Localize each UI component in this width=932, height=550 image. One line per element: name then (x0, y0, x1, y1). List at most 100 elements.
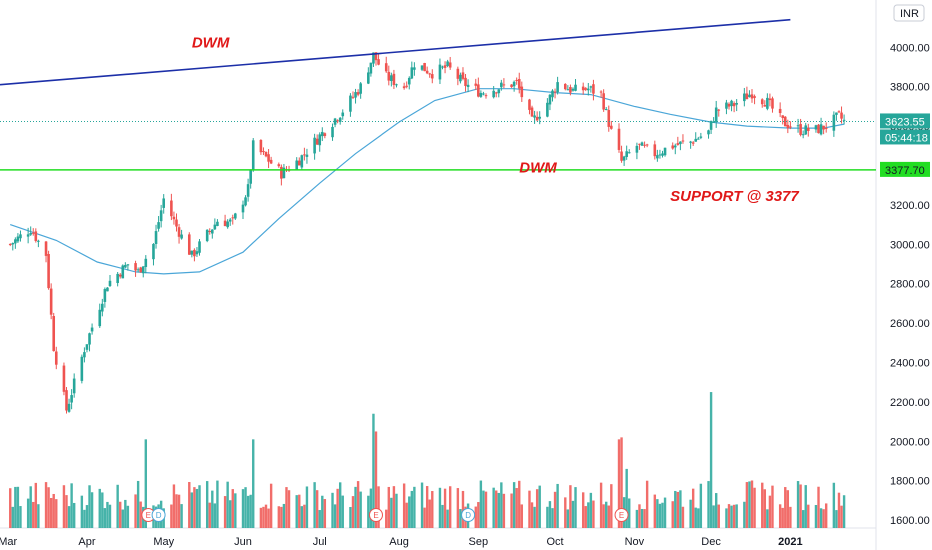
candle-body (108, 280, 112, 286)
resistance-trendline (0, 18, 791, 86)
candle-body (395, 84, 398, 86)
volume-bar (589, 492, 593, 528)
volume-bar (681, 506, 685, 528)
volume-bar (520, 504, 524, 528)
candle (569, 84, 572, 96)
countdown-tag (880, 129, 930, 145)
event-marker[interactable]: D (461, 508, 476, 522)
candle-body (413, 67, 416, 70)
volume-bar (211, 490, 214, 528)
candle (801, 130, 805, 139)
candle (587, 83, 590, 96)
candle-body (213, 224, 217, 230)
candle (269, 156, 273, 165)
currency-label: INR (900, 8, 919, 20)
volume-bar (602, 504, 605, 528)
candle (510, 84, 513, 88)
volume-bar (548, 501, 552, 528)
volume-bar (461, 490, 465, 528)
candle-body (29, 233, 32, 235)
candle (295, 157, 299, 171)
candle (103, 287, 107, 308)
candle-body (694, 138, 698, 142)
candle (390, 72, 393, 87)
candle (413, 62, 416, 76)
candle-body (246, 184, 250, 197)
candle-body (689, 141, 692, 143)
candle (405, 81, 409, 89)
volume-bar (832, 482, 836, 528)
candle-body (226, 221, 229, 228)
candle-body (162, 198, 166, 208)
volume-bar (699, 483, 703, 528)
candle-body (320, 131, 324, 137)
candle (90, 323, 94, 335)
candle (515, 77, 518, 85)
candle-body (54, 351, 58, 365)
candle (118, 273, 122, 279)
event-marker[interactable]: D (151, 508, 166, 522)
candle (443, 61, 447, 74)
candle-body (280, 166, 283, 179)
candle-body (103, 289, 107, 302)
event-marker[interactable]: E (614, 508, 629, 522)
candle-body (494, 92, 498, 94)
volume-bar (492, 487, 495, 528)
candle-body (216, 221, 219, 226)
volume-bar (331, 492, 334, 528)
currency-badge[interactable]: INR (893, 4, 925, 22)
candle-body (679, 141, 682, 145)
candle-body (635, 145, 639, 153)
candle-body (581, 86, 585, 91)
candle (85, 344, 89, 353)
volume-bar (213, 503, 217, 528)
candle (589, 85, 593, 93)
moving-average-line (10, 88, 845, 275)
candle (778, 102, 782, 118)
candle (177, 223, 181, 244)
candle (599, 90, 603, 98)
time-tick-label: Apr (78, 536, 95, 548)
support-price-value: 3377.70 (885, 165, 925, 177)
candle (766, 93, 769, 111)
candle (29, 226, 32, 236)
candle (717, 108, 721, 117)
volume-bar (295, 495, 298, 528)
time-tick-label: May (153, 536, 174, 548)
candle-body (671, 145, 675, 149)
volume-bar (323, 499, 327, 528)
volume-bar (574, 487, 577, 528)
candle (157, 216, 160, 232)
candle-body (607, 110, 611, 127)
candle (679, 141, 682, 151)
volume-bar (676, 491, 680, 528)
candle (8, 243, 12, 247)
price-tick-label: 2200.00 (890, 397, 930, 409)
candle-body (602, 93, 605, 110)
candle-body (569, 87, 572, 93)
candle-body (98, 309, 102, 327)
volume-bar (390, 497, 393, 528)
volume-bar (205, 481, 209, 528)
volume-bar (303, 504, 306, 528)
volume-bar (743, 501, 746, 528)
candle (563, 83, 567, 91)
volume-bar (269, 483, 273, 528)
candle (262, 147, 265, 156)
candle (198, 239, 201, 256)
candle (223, 214, 227, 227)
candle-body (546, 102, 549, 117)
volume-bar (55, 499, 58, 528)
volume-bar (635, 509, 639, 528)
candle (187, 232, 191, 255)
candle (387, 65, 391, 86)
event-marker[interactable]: E (369, 508, 384, 522)
time-tick-label: Jul (313, 536, 327, 548)
candle (331, 123, 334, 141)
candle-body (627, 152, 631, 154)
candle-body (390, 75, 393, 82)
candle-body (482, 93, 485, 95)
volume-bar (804, 485, 807, 528)
